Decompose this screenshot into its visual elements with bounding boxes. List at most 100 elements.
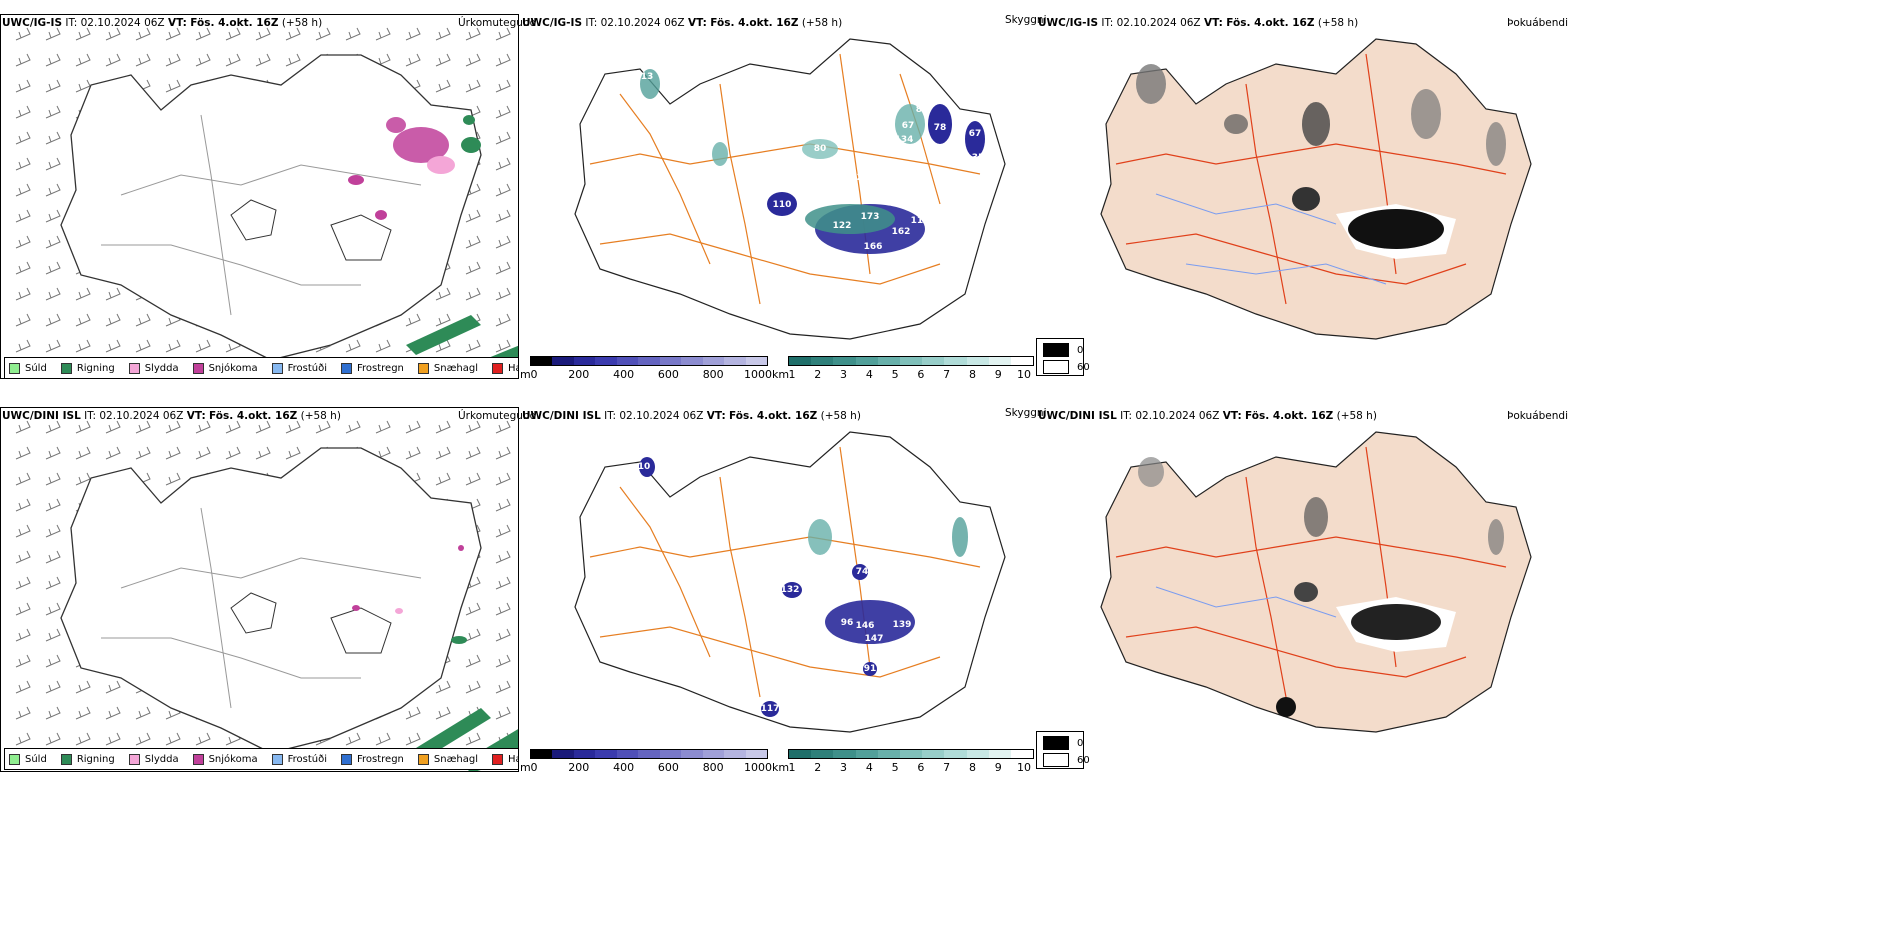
vis-value-label: 91 xyxy=(863,664,877,674)
colorbar-tick-label: 200 xyxy=(568,761,590,774)
colorbar-tick-label: 2 xyxy=(814,761,822,774)
colorbar-tick-label: 4 xyxy=(865,761,873,774)
fog-legend-row1: 0 60 xyxy=(1036,338,1090,376)
wind-barb xyxy=(435,472,451,486)
legend-swatch xyxy=(417,362,429,374)
wind-barb xyxy=(405,53,421,67)
wind-barb xyxy=(225,420,241,434)
wind-barb xyxy=(15,131,31,145)
vis-value-label: 96 xyxy=(840,618,854,628)
wind-barb xyxy=(45,131,61,145)
wind-barb xyxy=(135,446,151,460)
wind-barb xyxy=(495,131,511,145)
fog-map-row2 xyxy=(1100,431,1532,733)
vis-value-label: 67 xyxy=(968,129,982,139)
colorbar-tick-label: 600 xyxy=(657,368,679,381)
legend-item: Frostúði xyxy=(271,362,327,374)
wind-barb xyxy=(495,339,511,353)
wind-barb xyxy=(75,287,91,301)
wind-barb xyxy=(495,498,511,512)
colorbar-tick-label: 2 xyxy=(814,368,822,381)
wind-barb xyxy=(195,27,211,41)
visibility-panel-row1: 13 110 122 173 166 162 98 112 200 78 67 … xyxy=(520,14,1035,354)
wind-barb xyxy=(495,27,511,41)
wind-barb xyxy=(45,680,61,694)
legend-label: Súld xyxy=(25,362,47,374)
wind-barb xyxy=(45,339,61,353)
wind-barb xyxy=(15,524,31,538)
wind-barb xyxy=(135,706,151,720)
colorbar-tick-label: 1 xyxy=(788,761,796,774)
wind-barb xyxy=(15,472,31,486)
wind-barb xyxy=(45,628,61,642)
visibility-panel-row2: 10 132 74 96 146 147 139 88 91 117 xyxy=(520,407,1035,747)
colorbar-tick-label: 7 xyxy=(943,368,951,381)
colorbar-tick-label: 10 xyxy=(1017,368,1031,381)
wind-barb xyxy=(75,446,91,460)
colorbar-tick-label: 600 xyxy=(657,761,679,774)
wind-barb xyxy=(495,235,511,249)
wind-barb xyxy=(15,209,31,223)
wind-barb xyxy=(465,261,481,275)
wind-barb xyxy=(45,261,61,275)
vis-value-label: 110 xyxy=(772,200,792,210)
wind-barb xyxy=(285,27,301,41)
wind-barb xyxy=(45,524,61,538)
colorbar-tick-label: 200 xyxy=(568,368,590,381)
legend-swatch xyxy=(60,362,72,374)
wind-barb xyxy=(105,27,121,41)
wind-barb xyxy=(165,79,181,93)
vis-value-label: 166 xyxy=(863,242,883,252)
wind-barb xyxy=(45,53,61,67)
legend-swatch xyxy=(271,362,283,374)
precip-type-panel-row2: Súld Rigning Slydda Snjókoma Frostúði Frostre… xyxy=(0,407,519,772)
vis-value-label: 162 xyxy=(891,227,911,237)
vis-value-label: 67 xyxy=(901,121,915,131)
vis-value-label: 78 xyxy=(933,123,947,133)
wind-barb xyxy=(465,420,481,434)
legend-swatch xyxy=(492,362,504,374)
wind-barb xyxy=(435,680,451,694)
fog-panel-row2 xyxy=(1036,407,1556,747)
wind-barb xyxy=(435,287,451,301)
legend-label: Snæhagl xyxy=(433,753,479,765)
wind-barb xyxy=(135,420,151,434)
wind-barb xyxy=(15,654,31,668)
wind-barb xyxy=(75,313,91,327)
vis-value-label: 122 xyxy=(832,221,852,231)
wind-barb xyxy=(375,446,391,460)
wind-barb xyxy=(495,602,511,616)
legend-label: Haglél xyxy=(508,362,518,374)
wind-barb xyxy=(315,27,331,41)
colorbar-tick-label: 1000 xyxy=(744,761,772,774)
wind-barb xyxy=(465,446,481,460)
wind-barb xyxy=(465,339,481,353)
wind-barb xyxy=(375,339,391,353)
wind-barb xyxy=(345,420,361,434)
colorbar-tick-label: 9 xyxy=(994,368,1002,381)
legend-item: Snjókoma xyxy=(192,753,258,765)
wind-barb xyxy=(345,27,361,41)
vis-value-label: 13 xyxy=(640,72,654,82)
header-precip-row1: UWC/IG-IS IT: 02.10.2024 06Z VT: Fös. 4.… xyxy=(2,17,323,29)
legend-label: Snjókoma xyxy=(208,362,258,374)
wind-barb xyxy=(435,446,451,460)
wind-barb xyxy=(75,53,91,67)
legend-label: Snæhagl xyxy=(433,362,479,374)
vis-value-label: 134 xyxy=(894,135,914,145)
vis-value-label: 132 xyxy=(780,585,800,595)
colorbar-tick-label: 400 xyxy=(613,761,635,774)
vis-value-label: 13 xyxy=(945,147,959,157)
wind-barb xyxy=(45,183,61,197)
vis-value-label: 146 xyxy=(855,621,875,631)
colorbar-tick-label: 8 xyxy=(968,761,976,774)
wind-barb xyxy=(195,732,211,746)
wind-barb xyxy=(495,628,511,642)
vis-value-label: 112 xyxy=(910,216,930,226)
precip-type-panel-row1: Súld Rigning Slydda Snjókoma Frostúði Frostre… xyxy=(0,14,519,379)
visibility-map-row2 xyxy=(574,431,1006,733)
wind-barb xyxy=(435,339,451,353)
wind-barb xyxy=(465,680,481,694)
vis-colorbar-m-row2: m 0 200 400 600 800 1000 xyxy=(520,749,772,783)
wind-barb xyxy=(435,313,451,327)
